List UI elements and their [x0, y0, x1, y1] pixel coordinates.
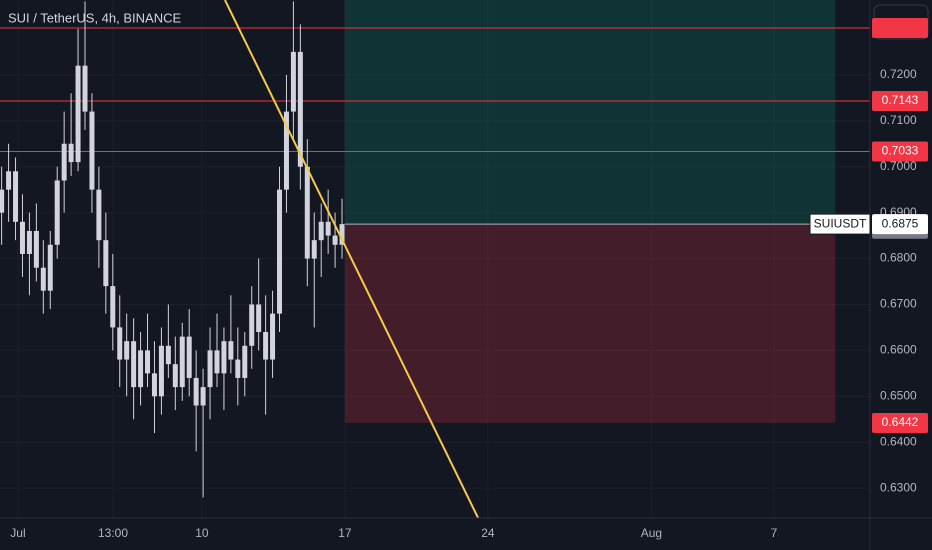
candle-body	[0, 189, 5, 213]
candle-body	[117, 327, 123, 360]
candle-body	[172, 364, 178, 388]
candle-body	[145, 350, 151, 374]
chart-title: SUI / TetherUS, 4h, BINANCE	[8, 10, 181, 25]
price-label-box	[872, 18, 928, 39]
candle-body	[103, 240, 109, 287]
candle-body	[6, 171, 12, 190]
candle-body	[186, 336, 192, 378]
candle-body	[283, 111, 289, 190]
candle-body	[47, 244, 53, 291]
candle-body	[297, 51, 303, 167]
candle-body	[131, 341, 137, 388]
x-tick-label: 7	[771, 526, 778, 540]
candle-body	[193, 377, 199, 406]
candle-body	[311, 240, 317, 259]
price-label: 0.6442	[882, 415, 919, 429]
y-tick-label: 0.6400	[880, 434, 917, 448]
candle-body	[165, 345, 171, 365]
stop-zone	[344, 224, 836, 423]
x-tick-label: 10	[195, 526, 209, 540]
candle-body	[179, 336, 185, 388]
x-tick-label: Jul	[10, 526, 25, 540]
target-zone	[344, 0, 836, 225]
candle-body	[270, 313, 276, 360]
y-tick-label: 0.7000	[880, 159, 917, 173]
candle-body	[96, 189, 102, 241]
candle-body	[61, 143, 67, 181]
y-tick-label: 0.6300	[880, 480, 917, 494]
candle-body	[318, 221, 324, 241]
symbol-label: SUIUSDT	[814, 216, 867, 230]
candle-body	[138, 350, 144, 388]
y-tick-label: 0.6700	[880, 297, 917, 311]
candle-body	[13, 171, 19, 222]
candle-body	[207, 350, 213, 388]
candle-body	[82, 65, 88, 112]
candle-body	[228, 341, 234, 360]
x-tick-label: 17	[338, 526, 352, 540]
y-tick-label: 0.7200	[880, 67, 917, 81]
price-label: 0.6875	[882, 216, 919, 230]
candle-body	[235, 359, 241, 378]
candle-body	[263, 332, 269, 360]
candle-body	[214, 350, 220, 374]
candle-body	[54, 180, 60, 245]
y-tick-label: 0.6500	[880, 388, 917, 402]
price-label: 0.7033	[882, 144, 919, 158]
y-tick-label: 0.6800	[880, 251, 917, 265]
candle-body	[75, 65, 81, 163]
price-label: 0.7143	[882, 93, 919, 107]
symbol-label-box	[809, 213, 871, 235]
candle-body	[110, 286, 116, 328]
x-tick-label: Aug	[641, 526, 662, 540]
candle-body	[249, 304, 255, 346]
price-label-box	[872, 412, 928, 433]
candle-body	[40, 267, 46, 291]
y-tick-label: 0.7100	[880, 113, 917, 127]
candle-body	[325, 221, 331, 236]
candle-body	[19, 221, 25, 254]
candle-body	[339, 224, 345, 245]
candle-body	[89, 111, 95, 190]
candle-body	[304, 166, 310, 259]
candle-body	[33, 230, 39, 268]
price-label-box	[872, 214, 928, 235]
candle-body	[256, 304, 262, 333]
plot-area	[0, 0, 870, 519]
candle-body	[221, 341, 227, 374]
candle-body	[242, 345, 248, 378]
x-tick-label: 24	[481, 526, 495, 540]
candle-body	[68, 143, 74, 163]
candle-body	[158, 345, 164, 397]
candle-body	[26, 230, 32, 254]
candle-body	[200, 387, 206, 406]
candle-body	[277, 189, 283, 314]
candle-body	[124, 341, 130, 360]
candle-body	[151, 373, 157, 397]
candle-body	[290, 51, 296, 112]
candle-body	[332, 235, 338, 245]
price-label-box	[872, 141, 928, 162]
trendline	[224, 0, 480, 519]
y-tick-label: 0.6600	[880, 343, 917, 357]
x-tick-label: 13:00	[98, 526, 128, 540]
price-label-box	[872, 91, 928, 112]
